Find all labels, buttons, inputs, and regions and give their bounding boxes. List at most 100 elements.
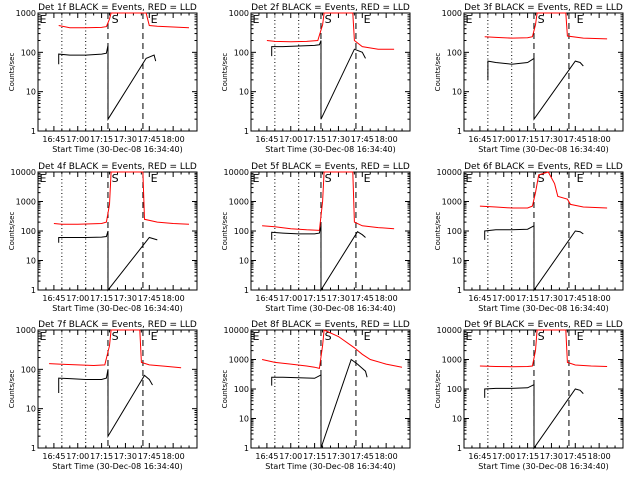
x-axis-label: Start Time (30-Dec-08 16:34:40) <box>478 145 609 154</box>
x-tick-label: 17:30 <box>327 452 350 461</box>
panel-title: Det 9f BLACK = Events, RED = LLD <box>464 320 623 330</box>
lld-series-line <box>484 12 608 40</box>
y-tick-label: 100 <box>447 227 462 236</box>
event-marker-label: E <box>151 13 158 26</box>
y-axis-label: Counts/sec <box>221 370 229 409</box>
x-tick-label: 17:00 <box>66 294 89 303</box>
x-tick-label: 17:30 <box>114 452 137 461</box>
panel-title: Det 1f BLACK = Events, RED = LLD <box>38 3 197 13</box>
detector-panel: Det 1f BLACK = Events, RED = LLD 1 10 100 10… <box>8 3 198 154</box>
x-tick-label: 16:45 <box>468 294 491 303</box>
x-tick-label: 17:45 <box>564 452 587 461</box>
event-marker-label: S <box>112 172 119 185</box>
y-tick-label: 1 <box>244 286 249 295</box>
x-tick-label: 16:45 <box>255 135 278 144</box>
x-tick-label: 17:45 <box>138 452 161 461</box>
detector-panel: Det 8f BLACK = Events, RED = LLD 1 10 100 10… <box>221 320 411 471</box>
x-tick-label: 17:15 <box>516 294 539 303</box>
y-tick-label: 1000 <box>229 198 249 207</box>
y-tick-label: 1000 <box>229 356 249 365</box>
lld-series-line <box>266 12 395 50</box>
y-tick-label: 1 <box>244 127 249 136</box>
y-tick-label: 1000 <box>16 326 36 335</box>
y-tick-label: 10 <box>452 257 462 266</box>
event-marker-label: E <box>466 13 473 26</box>
x-tick-label: 16:45 <box>468 135 491 144</box>
y-tick-label: 10 <box>26 405 36 414</box>
x-axis-label: Start Time (30-Dec-08 16:34:40) <box>478 304 609 313</box>
y-tick-label: 10000 <box>224 326 249 335</box>
detector-panel: Det 9f BLACK = Events, RED = LLD 1 10 100 10… <box>434 320 624 471</box>
y-tick-label: 1 <box>457 286 462 295</box>
x-tick-label: 18:00 <box>375 135 398 144</box>
panel-title: Det 6f BLACK = Events, RED = LLD <box>464 162 623 172</box>
lld-series-line <box>261 329 403 370</box>
y-tick-label: 10000 <box>437 326 462 335</box>
x-tick-label: 17:15 <box>303 294 326 303</box>
y-tick-label: 10 <box>239 257 249 266</box>
x-tick-label: 17:45 <box>351 452 374 461</box>
event-marker-label: E <box>40 330 47 343</box>
y-tick-label: 100 <box>21 48 36 57</box>
x-axis-label: Start Time (30-Dec-08 16:34:40) <box>265 304 396 313</box>
x-tick-label: 17:00 <box>279 294 302 303</box>
event-marker-label: E <box>364 330 371 343</box>
events-series-line <box>271 358 368 449</box>
y-axis-label: Counts/sec <box>8 212 16 251</box>
y-tick-label: 1000 <box>442 9 462 18</box>
events-series-line <box>271 40 366 120</box>
x-tick-label: 17:00 <box>279 135 302 144</box>
y-tick-label: 10000 <box>437 168 462 177</box>
y-tick-label: 1000 <box>16 198 36 207</box>
event-marker-label: S <box>112 13 119 26</box>
x-tick-label: 18:00 <box>162 294 185 303</box>
panel-title: Det 8f BLACK = Events, RED = LLD <box>251 320 410 330</box>
y-tick-label: 100 <box>234 227 249 236</box>
x-tick-label: 16:45 <box>255 294 278 303</box>
panel-title: Det 2f BLACK = Events, RED = LLD <box>251 3 410 13</box>
x-tick-label: 17:15 <box>303 452 326 461</box>
event-marker-label: S <box>538 13 545 26</box>
y-tick-label: 1 <box>244 444 249 453</box>
event-marker-label: E <box>364 13 371 26</box>
y-tick-label: 1 <box>31 286 36 295</box>
events-series-line <box>58 369 153 439</box>
y-tick-label: 1000 <box>229 9 249 18</box>
x-tick-label: 17:30 <box>114 135 137 144</box>
x-tick-label: 17:30 <box>540 294 563 303</box>
events-series-line <box>484 383 584 450</box>
y-tick-label: 100 <box>447 48 462 57</box>
event-marker-label: E <box>577 13 584 26</box>
x-axis-label: Start Time (30-Dec-08 16:34:40) <box>52 145 183 154</box>
y-tick-label: 100 <box>234 48 249 57</box>
event-marker-label: E <box>253 172 260 185</box>
x-tick-label: 17:30 <box>114 294 137 303</box>
panel-title: Det 3f BLACK = Events, RED = LLD <box>464 3 623 13</box>
x-tick-label: 17:00 <box>66 452 89 461</box>
event-marker-label: E <box>151 172 158 185</box>
y-tick-label: 10000 <box>11 168 36 177</box>
x-tick-label: 17:45 <box>351 135 374 144</box>
event-marker-label: E <box>466 172 473 185</box>
y-tick-label: 1 <box>457 444 462 453</box>
y-tick-label: 100 <box>21 365 36 374</box>
x-tick-label: 17:45 <box>564 135 587 144</box>
x-tick-label: 17:00 <box>492 452 515 461</box>
x-tick-label: 16:45 <box>42 452 65 461</box>
x-tick-label: 17:45 <box>564 294 587 303</box>
x-tick-label: 17:15 <box>516 452 539 461</box>
detector-panel: Det 4f BLACK = Events, RED = LLD 1 10 100 10… <box>8 162 198 313</box>
x-tick-label: 18:00 <box>588 452 611 461</box>
x-tick-label: 18:00 <box>588 294 611 303</box>
y-tick-label: 100 <box>234 385 249 394</box>
x-tick-label: 16:45 <box>42 294 65 303</box>
x-tick-label: 17:30 <box>327 294 350 303</box>
y-tick-label: 10 <box>452 415 462 424</box>
y-axis-label: Counts/sec <box>8 53 16 92</box>
x-tick-label: 16:45 <box>255 452 278 461</box>
x-tick-label: 18:00 <box>375 452 398 461</box>
events-series-line <box>58 45 157 121</box>
x-tick-label: 17:15 <box>90 135 113 144</box>
x-tick-label: 17:00 <box>66 135 89 144</box>
